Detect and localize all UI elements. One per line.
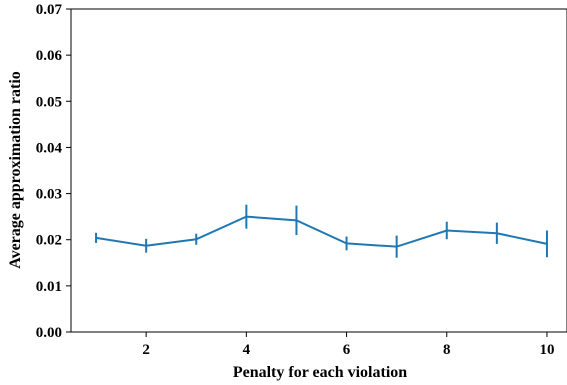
x-tick-label: 8 [443,342,451,358]
y-tick-label: 0.00 [36,325,62,341]
y-tick-label: 0.03 [36,187,62,203]
plot-area: 0.00 0.01 0.02 0.03 0.04 0.05 0.06 0.07 2 4 6 8 10 [36,2,567,358]
y-tick-label: 0.06 [36,48,63,64]
x-tick-label: 6 [343,342,351,358]
x-tick-label: 4 [243,342,251,358]
x-axis-label: Penalty for each violation [233,364,407,381]
x-tick-label: 10 [539,342,554,358]
series-line [95,215,548,248]
x-tick-label: 2 [142,342,150,358]
y-tick-label: 0.04 [36,140,63,156]
y-tick-label: 0.02 [36,233,62,249]
y-tick-label: 0.01 [36,279,62,295]
plot-frame [70,8,567,333]
y-axis-label: Average approximation ratio [7,71,24,269]
y-tick-label: 0.05 [36,94,62,110]
y-tick-label: 0.07 [36,2,63,18]
